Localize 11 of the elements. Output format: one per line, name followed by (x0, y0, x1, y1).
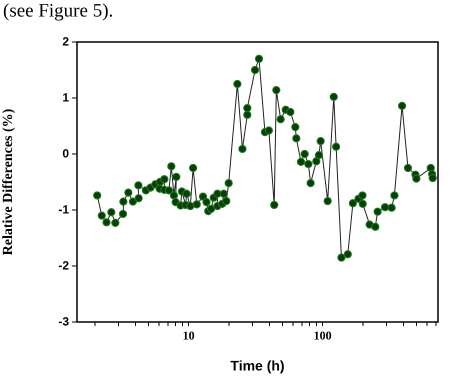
y-tick-label: -1 (58, 202, 70, 216)
y-tick-label: -2 (58, 258, 70, 272)
y-tick-label: 0 (62, 146, 70, 160)
y-tick-label: -3 (58, 314, 70, 328)
x-tick-label: 100 (314, 328, 332, 342)
y-tick-label: 2 (62, 34, 70, 48)
text: (see Figure 5). (3, 0, 114, 22)
x-axis-title: Time (h) (230, 357, 285, 374)
y-tick-label: 1 (62, 90, 70, 104)
x-tick-label: 10 (182, 328, 195, 342)
y-axis-title: Relative Differences (%) (1, 108, 16, 256)
